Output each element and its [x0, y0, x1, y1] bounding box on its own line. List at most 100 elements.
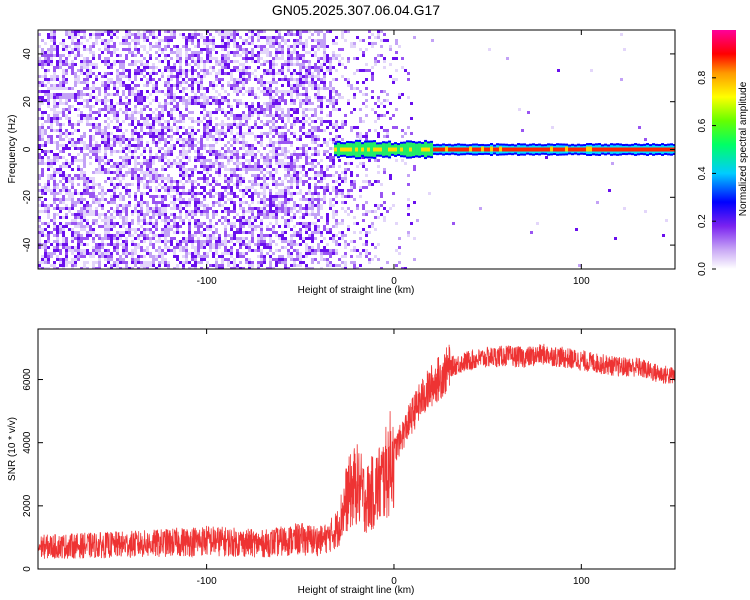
- heat-cell: [134, 210, 137, 213]
- heat-cell: [170, 237, 173, 240]
- heat-cell: [221, 126, 224, 129]
- heat-cell: [233, 66, 236, 69]
- heat-cell: [107, 57, 110, 60]
- heat-cell: [272, 105, 275, 108]
- heat-cell: [62, 42, 65, 45]
- heat-cell: [194, 213, 197, 216]
- heat-cell: [74, 258, 77, 261]
- heat-cell: [251, 126, 254, 129]
- heat-cell: [305, 213, 308, 216]
- heat-cell: [122, 150, 125, 153]
- heat-cell: [359, 162, 362, 165]
- heat-cell: [47, 117, 50, 120]
- heat-cell: [329, 132, 332, 135]
- heat-cell: [272, 96, 275, 99]
- heat-cell: [110, 213, 113, 216]
- heat-cell: [119, 165, 122, 168]
- heat-cell: [119, 192, 122, 195]
- heat-cell: [161, 219, 164, 222]
- heat-cell: [197, 231, 200, 234]
- heat-cell: [71, 144, 74, 147]
- heat-cell: [83, 216, 86, 219]
- heat-cell: [212, 234, 215, 237]
- heat-cell: [161, 201, 164, 204]
- heat-cell: [125, 75, 128, 78]
- heat-cell: [122, 102, 125, 105]
- heat-cell: [239, 189, 242, 192]
- heat-cell: [182, 246, 185, 249]
- heat-cell: [278, 102, 281, 105]
- heat-cell: [257, 264, 260, 267]
- heat-cell: [80, 135, 83, 138]
- heat-cell: [227, 54, 230, 57]
- heat-cell: [122, 63, 125, 66]
- heat-cell: [188, 189, 191, 192]
- heat-cell: [137, 219, 140, 222]
- heat-cell: [227, 180, 230, 183]
- heat-cell: [269, 60, 272, 63]
- heat-cell: [41, 234, 44, 237]
- heat-cell: [206, 138, 209, 141]
- heat-cell: [236, 87, 239, 90]
- heat-cell: [230, 87, 233, 90]
- heat-cell: [155, 222, 158, 225]
- heat-cell: [152, 36, 155, 39]
- heat-cell: [233, 114, 236, 117]
- heat-cell: [74, 30, 77, 33]
- heat-cell: [287, 90, 290, 93]
- heat-cell: [98, 213, 101, 216]
- heat-cell: [284, 246, 287, 249]
- heat-cell: [248, 231, 251, 234]
- heat-cell: [308, 246, 311, 249]
- heat-cell: [278, 126, 281, 129]
- heat-cell: [338, 222, 341, 225]
- heat-cell: [107, 249, 110, 252]
- heat-cell: [134, 99, 137, 102]
- heat-cell: [290, 174, 293, 177]
- heat-cell: [332, 39, 335, 42]
- heat-cell: [143, 45, 146, 48]
- heat-cell: [71, 63, 74, 66]
- heat-cell: [65, 48, 68, 51]
- heat-cell: [284, 165, 287, 168]
- heat-cell: [161, 165, 164, 168]
- heat-cell: [182, 189, 185, 192]
- heat-cell: [212, 150, 215, 153]
- heat-cell: [338, 258, 341, 261]
- heat-cell: [74, 96, 77, 99]
- chart-title: GN05.2025.307.06.04.G17: [272, 2, 440, 18]
- heat-cell: [221, 156, 224, 159]
- heat-cell: [164, 258, 167, 261]
- heat-cell: [335, 186, 338, 189]
- heat-cell: [170, 129, 173, 132]
- heat-cell: [188, 210, 191, 213]
- heat-cell: [131, 39, 134, 42]
- heat-cell: [215, 126, 218, 129]
- heat-cell: [59, 258, 62, 261]
- heat-cell: [365, 99, 368, 102]
- heat-cell: [293, 201, 296, 204]
- heat-cell: [140, 219, 143, 222]
- heat-cell: [65, 186, 68, 189]
- heat-cell: [323, 189, 326, 192]
- heat-cell: [89, 228, 92, 231]
- heat-cell: [314, 108, 317, 111]
- heat-cell: [278, 165, 281, 168]
- heat-cell: [134, 204, 137, 207]
- heat-cell: [71, 198, 74, 201]
- heat-cell: [101, 243, 104, 246]
- heat-cell: [233, 225, 236, 228]
- heat-cell: [188, 39, 191, 42]
- heat-cell: [89, 36, 92, 39]
- heat-cell: [59, 171, 62, 174]
- heat-cell: [299, 207, 302, 210]
- heat-cell: [284, 195, 287, 198]
- heat-cell: [170, 99, 173, 102]
- heat-cell: [290, 84, 293, 87]
- heat-cell: [41, 66, 44, 69]
- heat-cell: [140, 93, 143, 96]
- heat-cell: [119, 75, 122, 78]
- heat-cell: [263, 48, 266, 51]
- heat-cell: [314, 51, 317, 54]
- heat-cell: [254, 111, 257, 114]
